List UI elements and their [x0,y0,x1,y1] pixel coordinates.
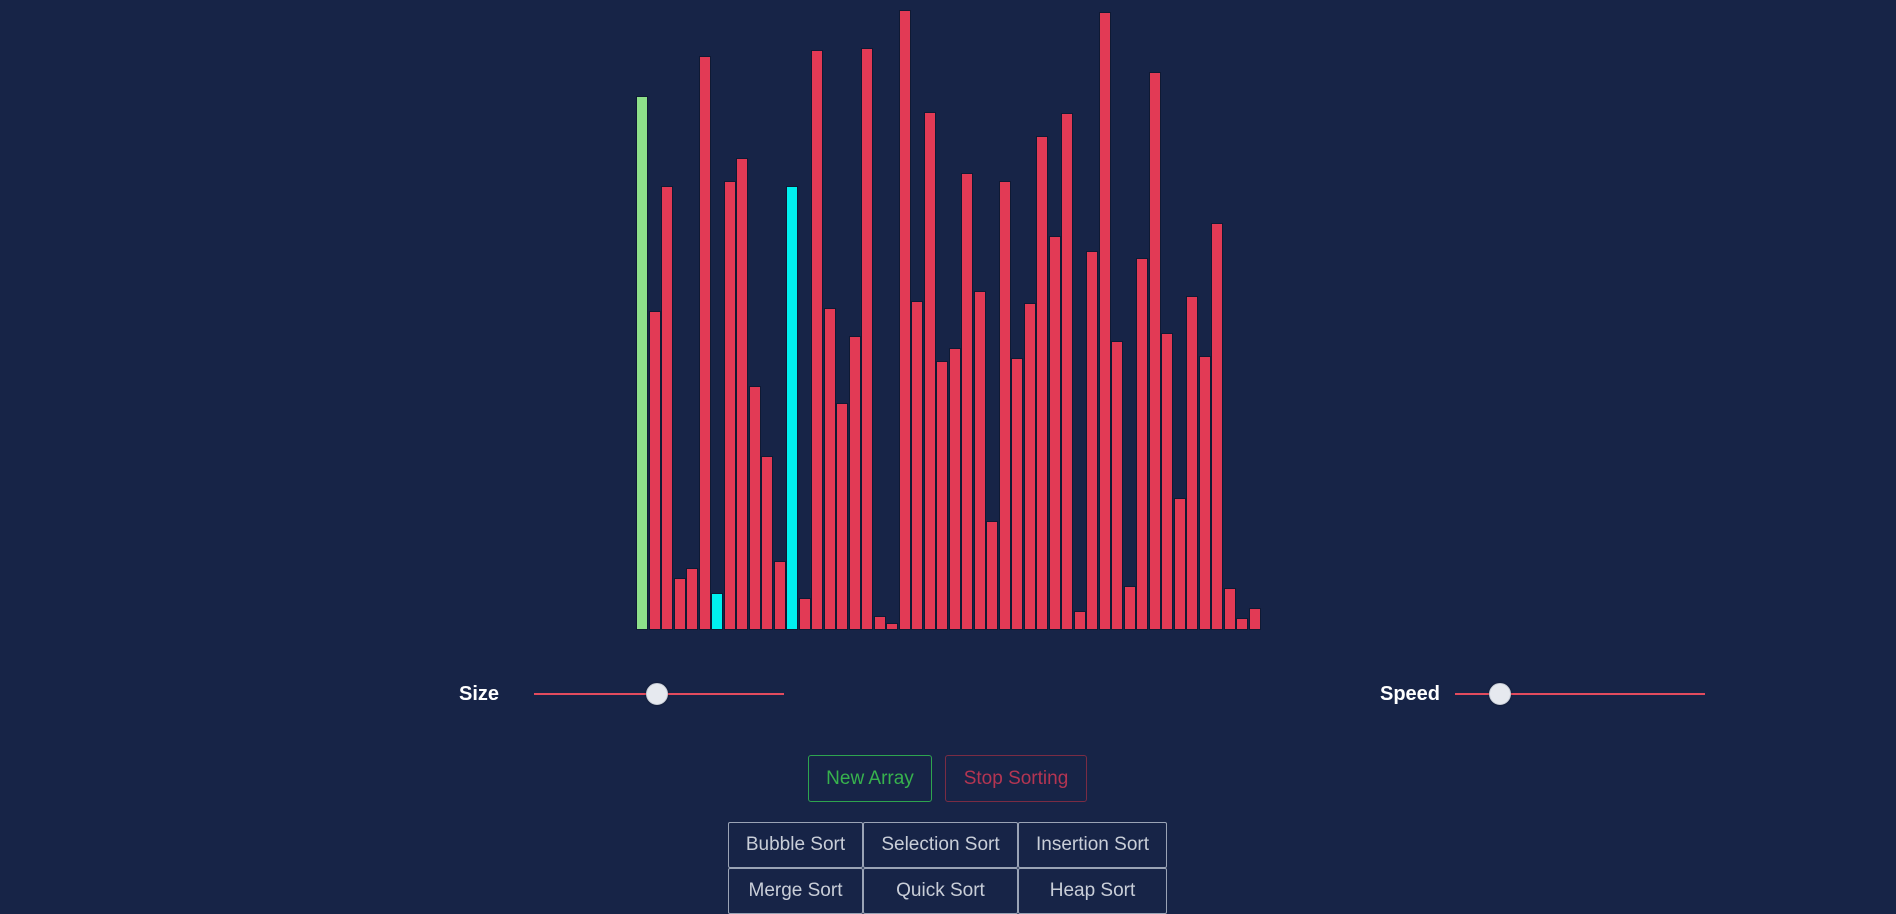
speed-label: Speed [1380,683,1441,705]
array-bar [886,623,898,630]
array-bar [648,311,661,630]
array-bar [1111,341,1123,630]
array-bar [1248,608,1261,630]
array-bar [1173,498,1186,630]
array-bar [1236,618,1248,630]
array-bar [948,348,961,630]
array-bar [698,56,711,630]
array-bar [836,403,848,630]
array-bar [911,301,923,630]
array-bar [936,361,948,630]
array-bar [1211,223,1223,630]
array-bar [898,10,911,630]
insertion-sort-button[interactable]: Insertion Sort [1018,822,1167,868]
array-bar [1086,251,1098,630]
array-bar [1198,356,1211,630]
speed-slider-track[interactable] [1455,693,1705,695]
array-bar [1123,586,1136,630]
array-bar [1073,611,1086,630]
quick-sort-button[interactable]: Quick Sort [863,868,1018,914]
array-bar [673,578,686,630]
array-bar [686,568,698,630]
size-slider-thumb[interactable] [645,683,668,705]
array-bar [1186,296,1198,630]
array-bar [961,173,973,630]
array-bar [761,456,773,630]
array-bar [848,336,861,630]
array-bar [998,181,1011,630]
array-bar [986,521,998,630]
array-bar [1136,258,1148,630]
array-bar [711,593,723,630]
array-bar [873,616,886,630]
speed-slider-thumb[interactable] [1489,683,1511,705]
array-bar [1148,72,1161,630]
heap-sort-button[interactable]: Heap Sort [1018,868,1167,914]
selection-sort-button[interactable]: Selection Sort [863,822,1018,868]
array-bar [736,158,748,630]
array-bar [1036,136,1048,630]
array-bar [1161,333,1173,630]
array-bar [786,186,798,630]
array-bar [1011,358,1023,630]
array-bar [636,96,648,630]
array-bar [923,112,936,630]
new-array-button[interactable]: New Array [808,755,932,802]
array-bar [1098,12,1111,630]
array-bar [748,386,761,630]
array-bar [811,50,823,630]
stop-sorting-button[interactable]: Stop Sorting [945,755,1087,802]
array-bar [1223,588,1236,630]
array-bar [798,598,811,630]
bubble-sort-button[interactable]: Bubble Sort [728,822,863,868]
merge-sort-button[interactable]: Merge Sort [728,868,863,914]
array-bar [1061,113,1073,630]
array-bar [973,291,986,630]
array-bar [773,561,786,630]
size-label: Size [459,683,500,705]
array-bar [723,181,736,630]
array-bar [661,186,673,630]
bar-chart [636,10,1261,630]
array-bar [1023,303,1036,630]
array-bar [861,48,873,630]
array-bar [823,308,836,630]
array-bar [1048,236,1061,630]
